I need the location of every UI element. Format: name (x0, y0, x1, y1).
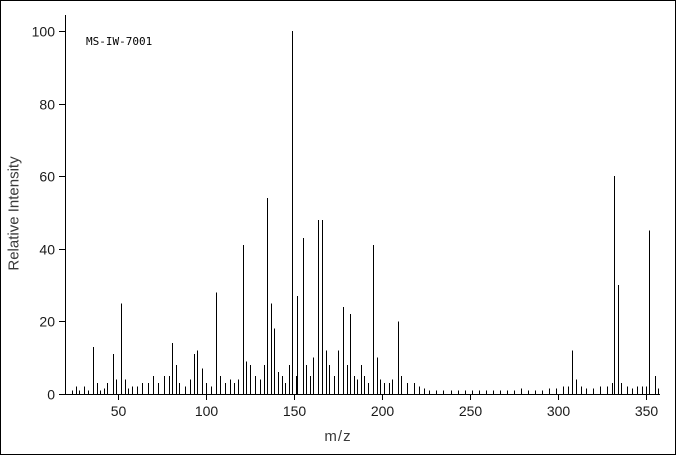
x-tick-label: 50 (111, 403, 127, 419)
y-tick-label: 40 (39, 242, 55, 258)
spectrum-id-label: MS-IW-7001 (86, 35, 153, 48)
peaks (72, 31, 659, 394)
x-tick-label: 100 (195, 403, 219, 419)
y-tick-label: 20 (39, 314, 55, 330)
x-tick-labels: 50 100 150 200 250 300 350 (111, 403, 659, 419)
y-tick-label: 80 (39, 97, 55, 113)
y-tick-label: 100 (32, 24, 56, 40)
y-tick-label: 0 (47, 387, 55, 403)
x-tick-label: 300 (547, 403, 571, 419)
y-tick-labels: 0 20 40 60 80 100 (32, 24, 56, 403)
x-axis-label: m/z (324, 428, 352, 445)
x-tick-label: 200 (371, 403, 395, 419)
x-tick-label: 150 (283, 403, 307, 419)
x-tick-label: 350 (635, 403, 659, 419)
y-tick-label: 60 (39, 169, 55, 185)
y-axis-label: Relative Intensity (5, 156, 23, 271)
x-tick-label: 250 (459, 403, 483, 419)
axes (59, 15, 660, 400)
